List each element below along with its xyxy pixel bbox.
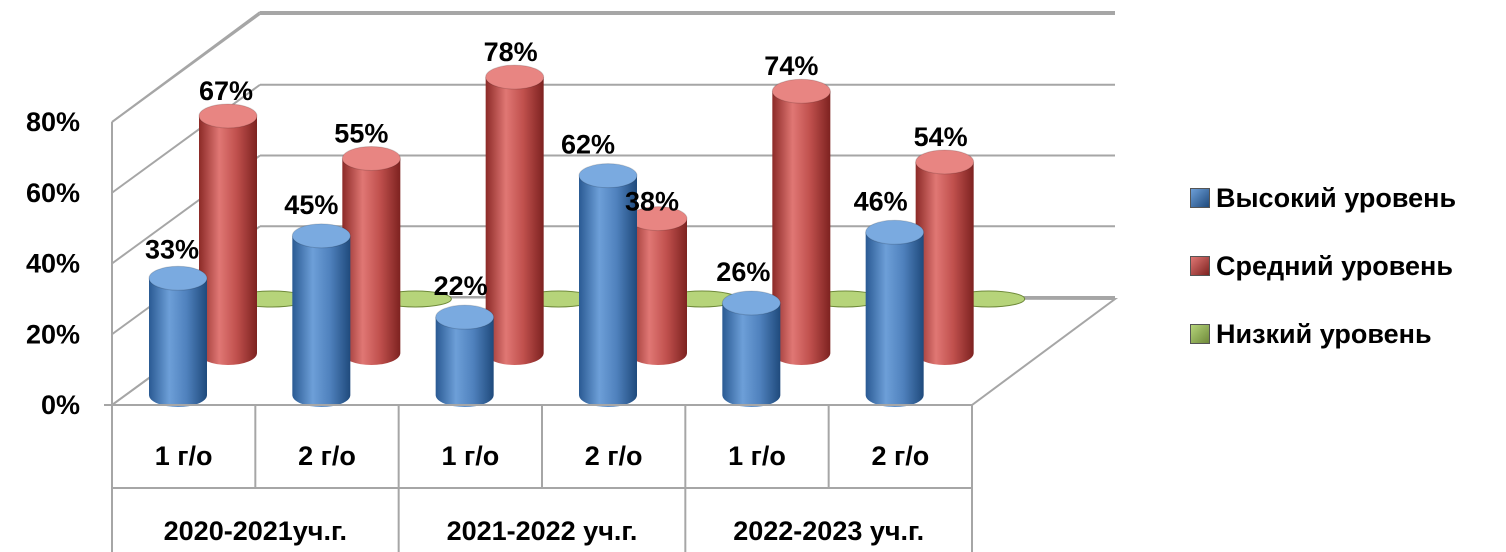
x-category-label: 2 г/о: [871, 441, 929, 471]
legend-item-high: Высокий уровень: [1190, 180, 1500, 216]
bar-body: [579, 175, 637, 407]
y-tick-label: 40%: [26, 249, 80, 279]
bar-top: [915, 149, 975, 175]
bar-body: [772, 91, 831, 365]
legend-swatch-low: [1190, 324, 1210, 344]
bar-top: [435, 304, 495, 330]
bar-body: [865, 232, 924, 407]
y-tick-label: 20%: [26, 319, 80, 349]
legend: Высокий уровень Средний уровень Низкий у…: [1190, 180, 1500, 384]
data-label-high: 26%: [716, 257, 770, 287]
data-label-high: 46%: [854, 186, 908, 216]
bar-body: [149, 278, 207, 407]
data-label-medium: 74%: [764, 51, 818, 81]
bar-top: [198, 103, 258, 129]
data-labels: 67% 33% 55% 45% 78% 22% 38% 62% 74% 26% 54% 46%: [145, 37, 968, 301]
bars: [148, 64, 1026, 407]
y-tick-label: 0%: [41, 390, 80, 420]
bar-body: [292, 235, 351, 407]
legend-label-low: Низкий уровень: [1216, 318, 1432, 349]
bar-medium: [485, 64, 545, 365]
bar-high: [435, 304, 495, 407]
legend-item-medium: Средний уровень: [1190, 248, 1500, 284]
data-label-medium: 54%: [914, 122, 968, 152]
bar-high: [865, 219, 925, 407]
bar-body: [342, 158, 401, 365]
data-label-medium: 55%: [334, 118, 388, 148]
bar-top: [341, 145, 401, 171]
bar-high: [721, 290, 781, 407]
gridline-side: [111, 13, 261, 123]
y-axis: 0% 20% 40% 60% 80%: [26, 107, 80, 420]
bar-top: [148, 265, 208, 291]
legend-item-low: Низкий уровень: [1190, 316, 1500, 352]
bar-medium: [341, 145, 401, 365]
bar-medium: [198, 103, 258, 365]
bar-top: [485, 64, 545, 90]
x-category-label: 2 г/о: [298, 441, 356, 471]
x-category-label: 2 г/о: [585, 441, 643, 471]
bar-body: [915, 161, 974, 365]
legend-swatch-medium: [1190, 256, 1210, 276]
x-category-label: 1 г/о: [441, 441, 499, 471]
legend-swatch-high: [1190, 188, 1210, 208]
x-axis: 1 г/о 2 г/о 1 г/о 2 г/о 1 г/о 2 г/о 2020-2021у…: [111, 404, 973, 552]
data-label-high: 62%: [561, 130, 615, 160]
bar-medium: [915, 149, 975, 365]
y-tick-label: 80%: [26, 107, 80, 137]
x-group-label: 2020-2021уч.г.: [164, 516, 347, 546]
bar-medium: [771, 78, 831, 365]
x-group-label: 2021-2022 уч.г.: [447, 516, 638, 546]
bar-medium: [628, 206, 688, 365]
bar-body: [435, 317, 494, 407]
bar-high: [578, 163, 638, 407]
bar-top: [291, 223, 351, 249]
bar-top: [771, 78, 831, 104]
x-category-label: 1 г/о: [728, 441, 786, 471]
data-label-medium: 38%: [625, 187, 679, 217]
bar-top: [721, 290, 781, 316]
bar-top: [865, 219, 925, 245]
bar-high: [148, 265, 208, 407]
bar-body: [199, 115, 257, 365]
bar-high: [291, 223, 351, 407]
x-category-label: 1 г/о: [155, 441, 213, 471]
bar-body: [485, 77, 544, 365]
bar-top: [578, 163, 638, 189]
data-label-high: 45%: [284, 190, 338, 220]
data-label-medium: 67%: [199, 76, 253, 106]
data-label-high: 22%: [434, 271, 488, 301]
legend-label-high: Высокий уровень: [1216, 182, 1457, 213]
gridlines: [111, 13, 1115, 406]
legend-label-medium: Средний уровень: [1216, 250, 1453, 281]
bar-body: [629, 218, 687, 365]
data-label-high: 33%: [145, 234, 199, 264]
bar-body: [722, 303, 781, 407]
gridline-side: [111, 83, 261, 194]
data-label-medium: 78%: [484, 37, 538, 67]
x-group-label: 2022-2023 уч.г.: [733, 516, 924, 546]
y-tick-label: 60%: [26, 178, 80, 208]
